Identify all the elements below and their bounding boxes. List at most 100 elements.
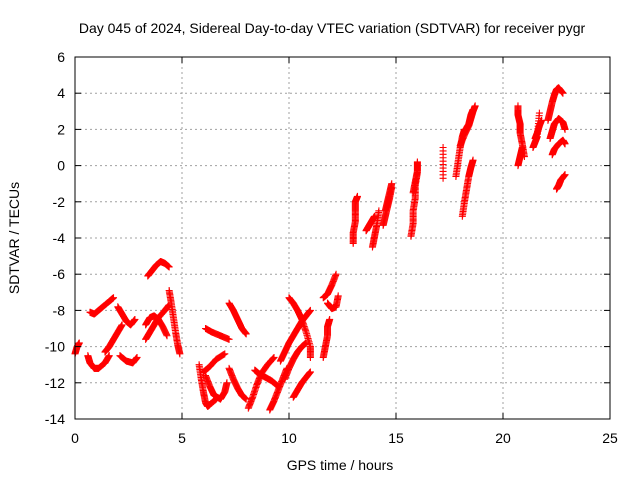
data-point — [110, 294, 118, 302]
data-point — [269, 354, 277, 362]
data-point — [538, 116, 546, 124]
x-tick-label: 25 — [602, 430, 618, 446]
y-tick-label: 0 — [57, 158, 65, 174]
series-arc28 — [362, 212, 379, 235]
series-arc1 — [71, 339, 83, 358]
data-point — [326, 315, 334, 323]
data-point — [561, 171, 569, 179]
data-point — [242, 330, 250, 338]
y-tick-label: 6 — [57, 49, 65, 65]
series-arc22 — [285, 294, 314, 361]
series-arc16 — [225, 364, 250, 403]
data-point — [118, 321, 126, 329]
series-arc45 — [548, 136, 569, 159]
y-tick-label: -4 — [53, 230, 66, 246]
data-point — [221, 350, 229, 358]
data-point — [413, 158, 421, 166]
data-point — [220, 350, 228, 358]
data-point — [561, 125, 569, 133]
data-point — [332, 270, 340, 278]
series-arc46 — [553, 171, 569, 193]
x-tick-label: 0 — [71, 430, 79, 446]
data-point — [269, 355, 277, 363]
series-arc29 — [368, 207, 383, 251]
data-point — [131, 315, 139, 323]
series-arc6 — [116, 352, 141, 367]
series-arc25 — [319, 270, 340, 302]
data-point — [165, 263, 173, 271]
series-arc11 — [195, 361, 220, 410]
y-tick-label: -12 — [45, 375, 65, 391]
series-arc43 — [544, 84, 567, 124]
y-tick-label: 4 — [57, 85, 65, 101]
data-point — [518, 144, 526, 151]
data-point — [223, 379, 231, 387]
series-arc9 — [144, 258, 173, 280]
y-tick-label: -14 — [45, 411, 65, 427]
series-arc36 — [458, 156, 477, 220]
series-arc14 — [202, 325, 233, 343]
data-point — [163, 332, 171, 340]
series-arc10 — [165, 286, 184, 358]
series-arc5 — [114, 303, 139, 329]
data-point — [535, 109, 543, 117]
data-point — [75, 339, 83, 347]
data-point — [176, 350, 184, 358]
y-tick-label: -2 — [53, 194, 66, 210]
data-point — [225, 335, 233, 343]
y-axis-label: SDTVAR / TECUs — [6, 182, 22, 294]
series-arc44 — [546, 115, 569, 142]
series-arc18 — [251, 366, 282, 390]
series-arc24 — [319, 315, 334, 361]
data-point — [471, 102, 479, 110]
data-point — [375, 207, 383, 215]
y-tick-label: -6 — [53, 266, 66, 282]
data-point — [105, 352, 113, 360]
series-arc38 — [460, 105, 477, 135]
y-tick-label: -10 — [45, 339, 65, 355]
series-arc12 — [202, 372, 231, 403]
data-point — [306, 306, 314, 314]
data-point — [439, 144, 447, 151]
data-point — [469, 105, 477, 113]
grid — [75, 57, 610, 419]
data-point — [388, 180, 396, 188]
series-arc15 — [225, 299, 250, 338]
series-arc4 — [101, 321, 126, 356]
x-axis-label: GPS time / hours — [287, 457, 394, 473]
data-point — [559, 89, 567, 97]
x-tick-label: 10 — [281, 430, 297, 446]
x-tick-label: 5 — [178, 430, 186, 446]
series-arc31 — [381, 180, 396, 215]
series-arc3 — [86, 294, 118, 318]
data-point — [469, 156, 477, 164]
series-arc21 — [281, 339, 310, 383]
x-tick-label: 20 — [495, 430, 511, 446]
series-arc8 — [142, 312, 171, 340]
x-tick-label: 15 — [388, 430, 404, 446]
series-arc33 — [409, 158, 421, 197]
data-point — [353, 192, 361, 200]
data-point — [306, 368, 314, 376]
series-arc27 — [349, 192, 361, 247]
series-arc2 — [84, 352, 113, 372]
data-point — [561, 140, 569, 148]
series-arc13 — [199, 350, 229, 376]
data-point — [306, 353, 314, 361]
series-arc26 — [324, 292, 342, 313]
axis-ticks: 0 5 10 15 20 25 -14 -12 -10 -8 -6 -4 -2 0 2 4 6 — [45, 49, 618, 446]
data-points — [71, 84, 569, 414]
data-point — [133, 353, 141, 361]
series-arc23 — [289, 368, 314, 401]
data-point — [270, 353, 278, 361]
data-point — [334, 292, 342, 300]
series-arc39 — [514, 102, 528, 161]
chart-title: Day 045 of 2024, Sidereal Day-to-day VTE… — [79, 20, 586, 36]
y-tick-label: -8 — [53, 302, 66, 318]
y-tick-label: 2 — [57, 121, 65, 137]
series-arc42 — [531, 116, 546, 142]
series-arc40 — [514, 144, 526, 170]
data-point — [242, 395, 250, 403]
series-arc34 — [439, 144, 447, 182]
